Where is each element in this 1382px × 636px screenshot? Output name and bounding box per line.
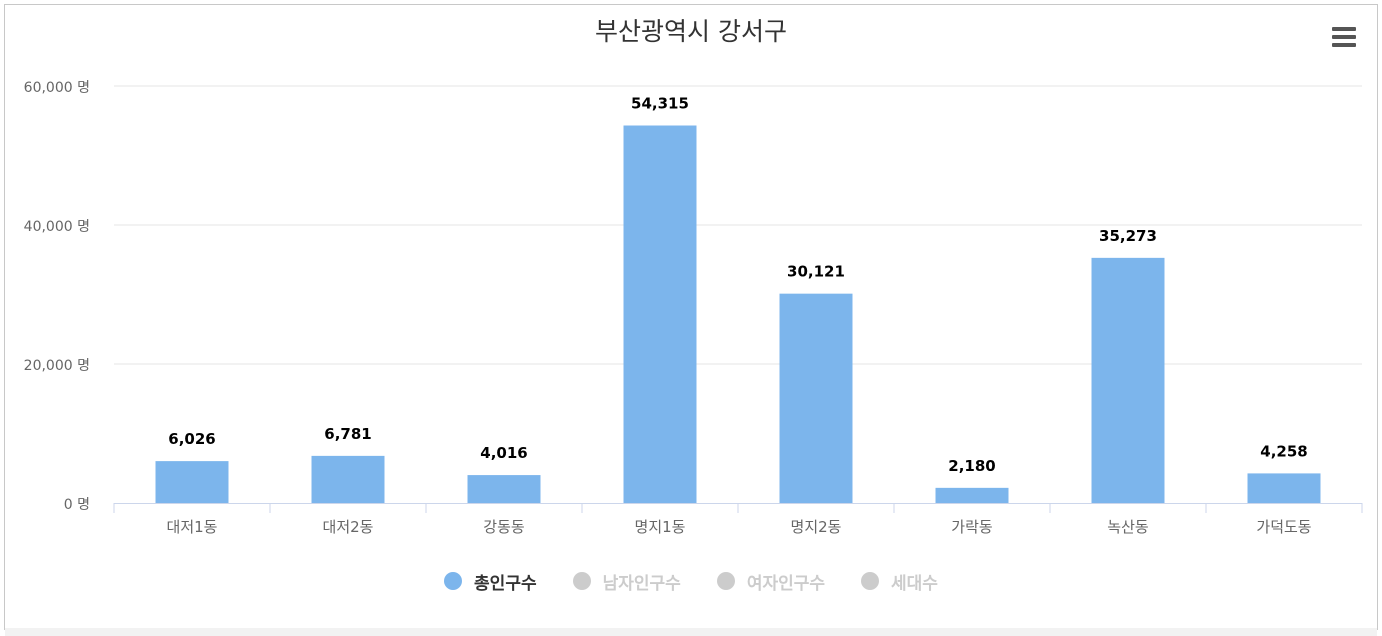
y-tick-label: 0 명 bbox=[64, 497, 90, 513]
chart-title: 부산광역시 강서구 bbox=[595, 17, 787, 46]
legend-item[interactable]: 총인구수 bbox=[444, 569, 537, 594]
data-label: 30,121 bbox=[787, 263, 845, 281]
x-tick-label: 명지2동 bbox=[791, 518, 842, 536]
bar[interactable] bbox=[779, 293, 853, 503]
bar[interactable] bbox=[467, 475, 541, 503]
data-label: 54,315 bbox=[631, 95, 689, 113]
legend-item[interactable]: 세대수 bbox=[861, 569, 938, 594]
legend-label: 총인구수 bbox=[474, 573, 537, 594]
y-tick-label: 60,000 명 bbox=[24, 80, 90, 96]
bar[interactable] bbox=[623, 125, 697, 504]
data-label: 4,016 bbox=[480, 444, 527, 462]
y-tick-label: 40,000 명 bbox=[24, 219, 90, 235]
legend-label: 세대수 bbox=[891, 573, 938, 594]
bar[interactable] bbox=[311, 455, 385, 503]
bar[interactable] bbox=[1091, 257, 1165, 503]
data-label: 35,273 bbox=[1099, 227, 1157, 245]
x-tick-label: 명지1동 bbox=[635, 518, 686, 536]
bar[interactable] bbox=[935, 487, 1009, 503]
legend-marker-icon bbox=[716, 572, 735, 590]
x-tick-label: 녹산동 bbox=[1107, 518, 1149, 536]
legend-marker-icon bbox=[861, 572, 880, 590]
bar[interactable] bbox=[155, 461, 229, 503]
x-tick-label: 가락동 bbox=[951, 518, 993, 536]
data-label: 6,781 bbox=[324, 425, 371, 443]
legend-item[interactable]: 여자인구수 bbox=[716, 569, 826, 594]
data-label: 6,026 bbox=[168, 430, 215, 448]
y-tick-label: 20,000 명 bbox=[24, 358, 90, 374]
data-label: 4,258 bbox=[1260, 442, 1307, 460]
x-tick-label: 가덕도동 bbox=[1256, 518, 1311, 536]
legend-marker-icon bbox=[444, 572, 463, 590]
x-tick-label: 강동동 bbox=[483, 518, 525, 536]
data-label: 2,180 bbox=[948, 457, 995, 475]
legend-marker-icon bbox=[572, 572, 591, 590]
hamburger-menu-icon[interactable] bbox=[1326, 20, 1360, 54]
bar[interactable] bbox=[1247, 473, 1321, 503]
legend-label: 남자인구수 bbox=[602, 573, 681, 594]
legend-label: 여자인구수 bbox=[746, 573, 826, 594]
x-tick-label: 대저2동 bbox=[323, 518, 374, 536]
legend-item[interactable]: 남자인구수 bbox=[572, 569, 681, 594]
legend: 총인구수 남자인구수 여자인구수 세대수 bbox=[0, 566, 1382, 596]
x-tick-label: 대저1동 bbox=[167, 518, 218, 536]
footer-strip bbox=[5, 628, 1377, 636]
